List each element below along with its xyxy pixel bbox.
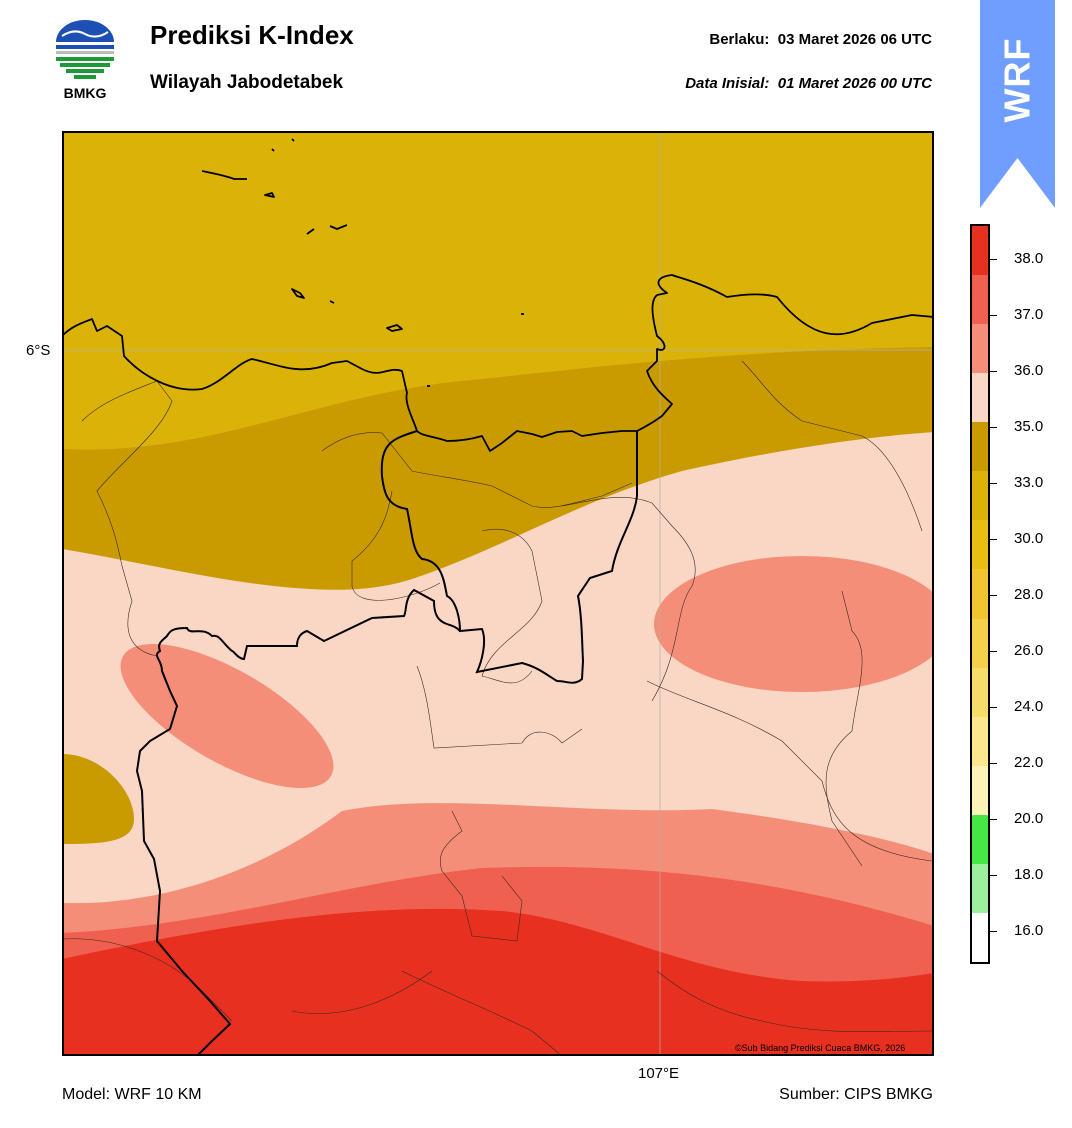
valid-time-value: 03 Maret 2026 06 UTC	[777, 31, 932, 48]
colorbar-tick	[990, 595, 997, 596]
colorbar-segment	[972, 373, 988, 423]
kindex-map	[62, 131, 934, 1056]
lat-label: 6°S	[26, 342, 51, 359]
init-time-value: 01 Maret 2026 00 UTC	[777, 75, 932, 92]
colorbar-tick	[990, 539, 997, 540]
colorbar-tick	[990, 819, 997, 820]
colorbar-segment	[972, 716, 988, 766]
colorbar-label: 30.0	[1014, 530, 1044, 547]
colorbar-segment	[972, 324, 988, 374]
colorbar-label: 28.0	[1014, 586, 1044, 603]
colorbar-segment	[972, 569, 988, 619]
colorbar-segment	[972, 814, 988, 864]
copyright-text: ©Sub Bidang Prediksi Cuaca BMKG, 2026	[735, 1043, 906, 1053]
colorbar-label: 20.0	[1014, 810, 1044, 827]
init-time: Data Inisial: 01 Maret 2026 00 UTC	[685, 75, 932, 92]
colorbar-segment	[972, 226, 988, 276]
wrf-banner	[980, 0, 1055, 208]
colorbar-label: 35.0	[1014, 418, 1044, 435]
colorbar-segment	[972, 275, 988, 325]
valid-time-label: Berlaku:	[709, 31, 770, 48]
lon-label: 107°E	[638, 1065, 680, 1082]
zone-38-plus	[62, 908, 934, 1056]
colorbar-label: 37.0	[1014, 306, 1044, 323]
wrf-banner-text: WRF	[996, 37, 1038, 123]
source-label: Sumber: CIPS BMKG	[779, 1086, 933, 1103]
colorbar-tick	[990, 931, 997, 932]
logo-text: BMKG	[63, 85, 107, 101]
coastline	[62, 138, 934, 452]
page-subtitle: Wilayah Jabodetabek	[150, 72, 344, 93]
valid-time: Berlaku: 03 Maret 2026 06 UTC	[709, 31, 932, 48]
colorbar-tick	[990, 763, 997, 764]
colorbar-tick	[990, 875, 997, 876]
colorbar-label: 18.0	[1014, 866, 1044, 883]
colorbar-label: 26.0	[1014, 642, 1044, 659]
zone-36-37-east	[654, 556, 934, 692]
colorbar	[970, 224, 990, 964]
zone-36-37-west	[120, 643, 334, 789]
colorbar-tick	[990, 371, 997, 372]
colorbar-label: 24.0	[1014, 698, 1044, 715]
colorbar-label: 33.0	[1014, 474, 1044, 491]
colorbar-label: 16.0	[1014, 922, 1044, 939]
colorbar-label: 36.0	[1014, 362, 1044, 379]
colorbar-tick	[990, 707, 997, 708]
colorbar-segment	[972, 765, 988, 815]
init-time-label: Data Inisial:	[685, 75, 770, 92]
colorbar-tick	[990, 427, 997, 428]
colorbar-segment	[972, 912, 988, 962]
colorbar-tick	[990, 259, 997, 260]
bmkg-logo-icon	[56, 20, 114, 79]
zone-33-35-west	[62, 754, 134, 844]
colorbar-segment	[972, 471, 988, 521]
colorbar-segment	[972, 667, 988, 717]
colorbar-segment	[972, 863, 988, 913]
colorbar-label: 38.0	[1014, 250, 1044, 267]
colorbar-segment	[972, 618, 988, 668]
colorbar-segment	[972, 520, 988, 570]
colorbar-tick	[990, 315, 997, 316]
page-title: Prediksi K-Index	[150, 20, 354, 50]
colorbar-label: 22.0	[1014, 754, 1044, 771]
colorbar-segment	[972, 422, 988, 472]
colorbar-tick	[990, 483, 997, 484]
colorbar-tick	[990, 651, 997, 652]
province-boundary	[135, 430, 638, 1056]
model-label: Model: WRF 10 KM	[62, 1086, 202, 1103]
